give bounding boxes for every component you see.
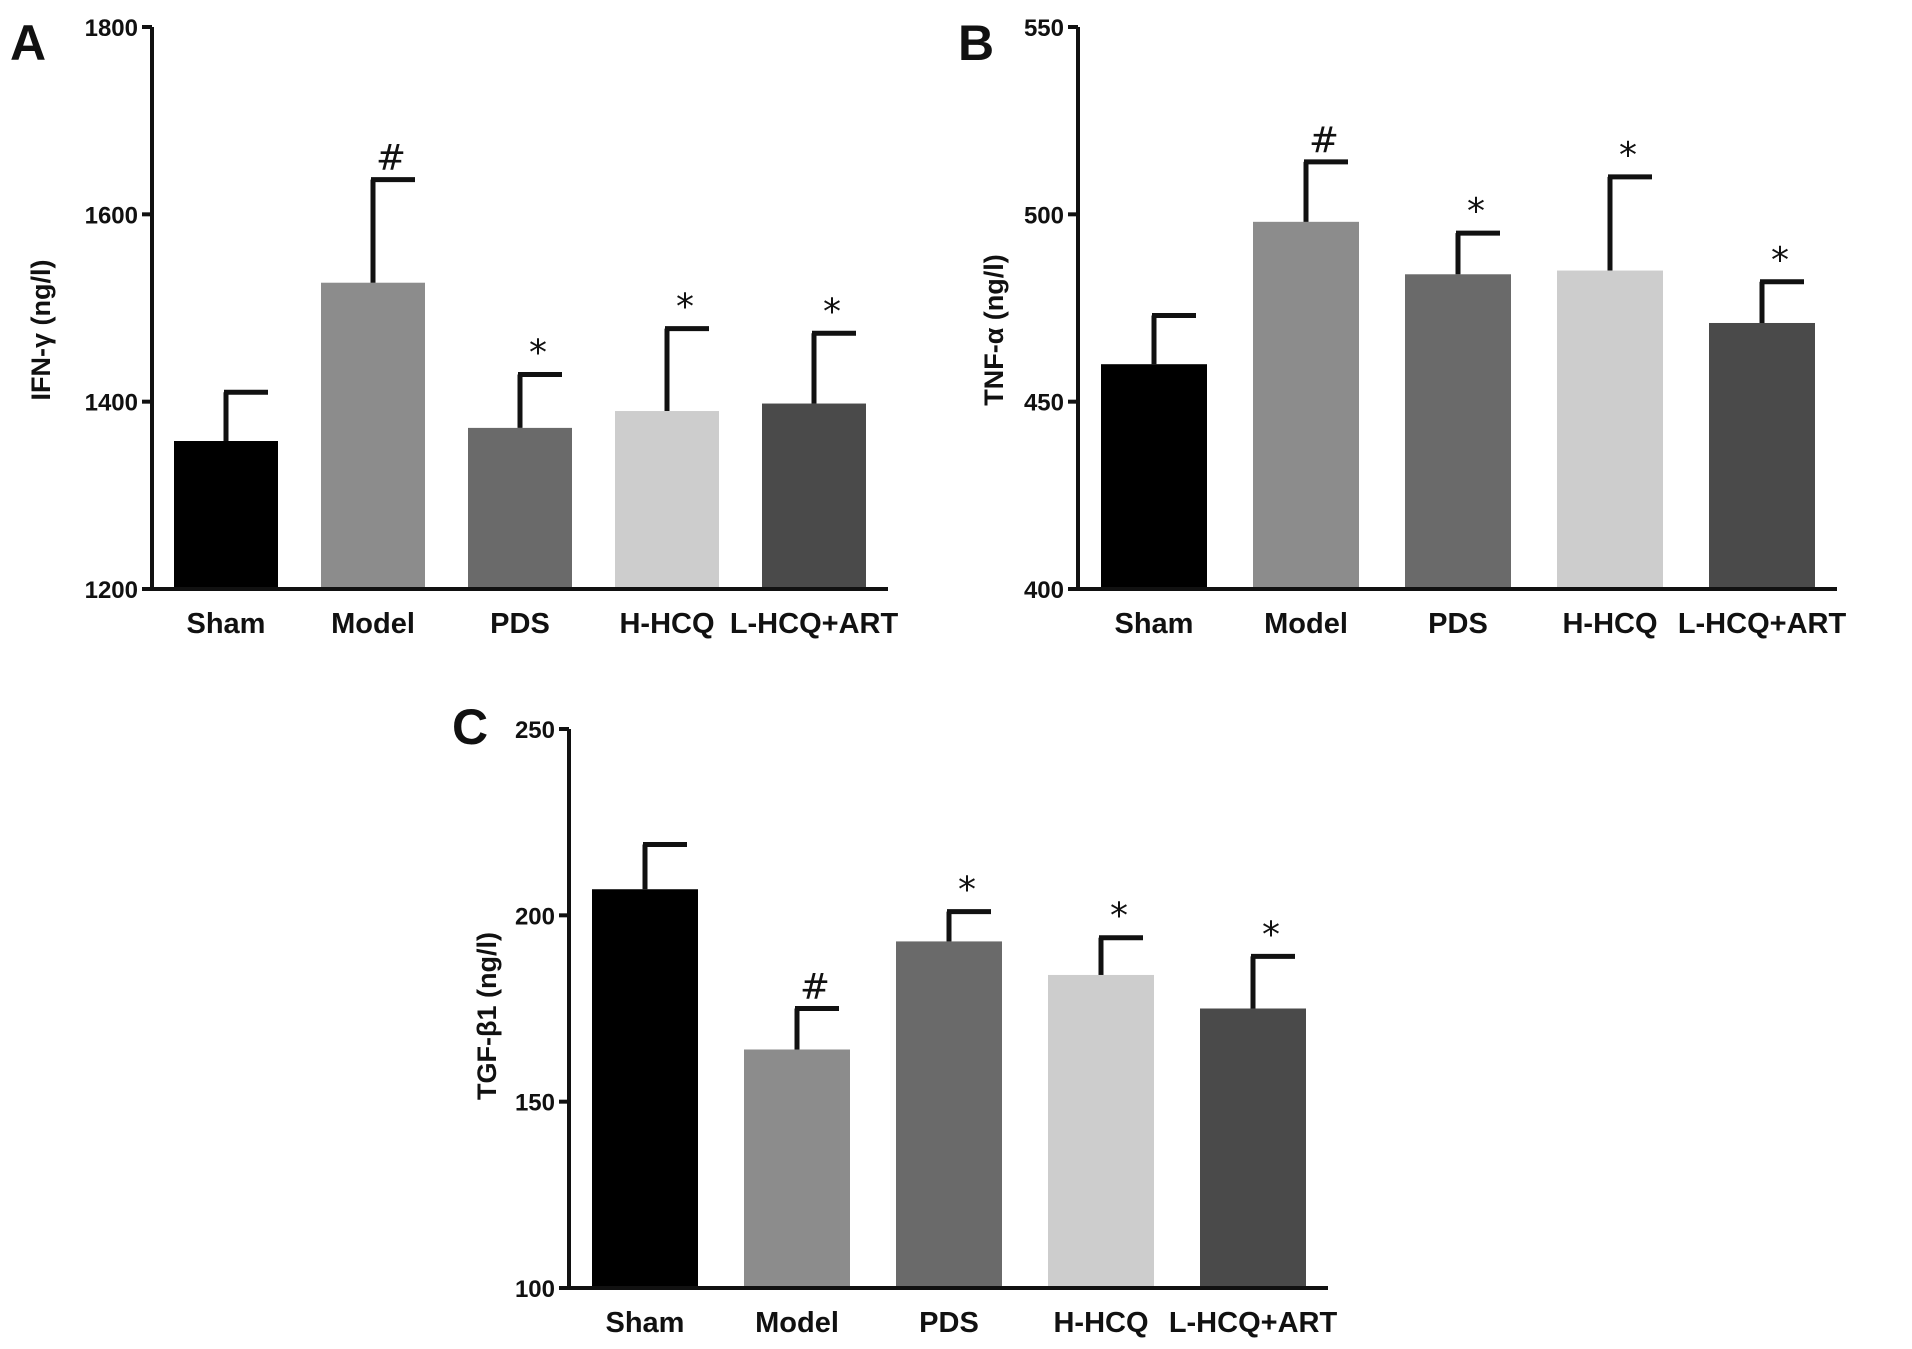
y-tick-label: 250	[515, 717, 555, 744]
y-axis-label-b: TNF-α (ng/l)	[979, 254, 1009, 406]
bar	[744, 1049, 850, 1288]
x-category-label: Sham	[187, 608, 266, 640]
axes-a	[150, 27, 888, 591]
asterisk-mark: *	[676, 287, 694, 328]
panel-label-c: C	[452, 699, 488, 755]
error-bars-c	[642, 842, 1295, 1050]
y-axis-label-a: IFN-γ (ng/l)	[26, 260, 56, 401]
y-tick-label: 1400	[85, 390, 138, 417]
y-tick-label: 450	[1024, 390, 1064, 417]
x-category-label: H-HCQ	[1053, 1307, 1148, 1339]
panel-label-b: B	[958, 15, 994, 71]
bar	[321, 282, 425, 589]
y-tick-label: 1200	[85, 577, 138, 604]
panel-b: B TNF-α (ng/l) # * * * 400 450 500 550 Sham Mod…	[958, 15, 1846, 640]
asterisk-mark: *	[1771, 240, 1789, 281]
significance-marks-a: # * * *	[376, 138, 841, 374]
x-category-label: PDS	[490, 608, 550, 640]
bars-c	[592, 889, 1306, 1288]
hash-mark: #	[376, 138, 406, 179]
y-tick-label: 550	[1024, 15, 1064, 42]
error-bars-a	[223, 177, 856, 442]
hash-mark: #	[1309, 120, 1339, 161]
x-category-label: Model	[755, 1307, 839, 1339]
y-tick-label: 500	[1024, 202, 1064, 229]
y-tick-label: 1800	[85, 15, 138, 42]
axes-b	[1076, 27, 1837, 591]
bar	[1253, 221, 1359, 589]
x-category-label: H-HCQ	[1562, 608, 1657, 640]
bar	[1557, 270, 1663, 589]
y-tick-label: 1600	[85, 202, 138, 229]
x-category-label: PDS	[919, 1307, 979, 1339]
y-ticks-c: 100 150 200 250	[515, 717, 569, 1303]
significance-marks-c: # * * *	[800, 870, 1280, 1008]
x-category-label: Model	[1264, 608, 1348, 640]
x-category-label: L-HCQ+ART	[1678, 608, 1847, 640]
y-ticks-b: 400 450 500 550	[1024, 15, 1078, 604]
x-category-label: L-HCQ+ART	[1169, 1307, 1338, 1339]
bar	[592, 889, 698, 1288]
asterisk-mark: *	[1619, 135, 1637, 176]
x-categories-c: Sham Model PDS H-HCQ L-HCQ+ART	[606, 1307, 1338, 1339]
bar	[896, 941, 1002, 1288]
x-categories-a: Sham Model PDS H-HCQ L-HCQ+ART	[187, 608, 899, 640]
x-category-label: Sham	[606, 1307, 685, 1339]
x-categories-b: Sham Model PDS H-HCQ L-HCQ+ART	[1115, 608, 1847, 640]
panel-a: A IFN-γ (ng/l) # * * * 1200 1400 1600 1800 Sha…	[10, 15, 898, 640]
y-ticks-a: 1200 1400 1600 1800	[85, 15, 152, 604]
asterisk-mark: *	[529, 333, 547, 374]
asterisk-mark: *	[1467, 191, 1485, 232]
x-category-label: L-HCQ+ART	[730, 608, 899, 640]
bar	[174, 441, 278, 589]
bar	[1101, 364, 1207, 589]
asterisk-mark: *	[958, 870, 976, 911]
bar	[468, 427, 572, 589]
panel-label-a: A	[10, 15, 46, 71]
bars-b	[1101, 221, 1815, 589]
axes-c	[567, 729, 1328, 1290]
asterisk-mark: *	[1262, 914, 1280, 955]
bar	[762, 403, 866, 589]
y-axis-label-c: TGF-β1 (ng/l)	[472, 932, 502, 1100]
bar	[615, 411, 719, 589]
asterisk-mark: *	[823, 291, 841, 332]
bar	[1405, 274, 1511, 589]
y-tick-label: 150	[515, 1090, 555, 1117]
x-category-label: H-HCQ	[619, 608, 714, 640]
bar	[1048, 974, 1154, 1288]
asterisk-mark: *	[1110, 896, 1128, 937]
y-tick-label: 200	[515, 903, 555, 930]
bars-a	[174, 282, 866, 589]
x-category-label: Model	[331, 608, 415, 640]
hash-mark: #	[800, 967, 830, 1008]
y-tick-label: 100	[515, 1276, 555, 1303]
y-tick-label: 400	[1024, 577, 1064, 604]
bar	[1200, 1008, 1306, 1288]
x-category-label: Sham	[1115, 608, 1194, 640]
error-bars-b	[1151, 159, 1804, 365]
bar	[1709, 322, 1815, 589]
panel-c: C TGF-β1 (ng/l) # * * * 100 150 200 250 Sham Mo…	[452, 699, 1337, 1339]
x-category-label: PDS	[1428, 608, 1488, 640]
significance-marks-b: # * * *	[1309, 120, 1789, 281]
